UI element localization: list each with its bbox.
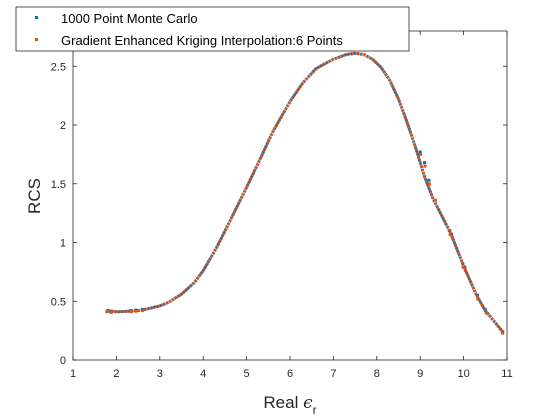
y-tick-label: 2.5 xyxy=(51,61,66,73)
axis-ticks: 1 2 3 4 5 6 7 8 9 10 11 0 0.5 1 1.5 2 2.5 xyxy=(51,31,513,380)
data-point-kriging xyxy=(129,310,133,314)
x-tick-label: 9 xyxy=(417,368,423,380)
legend-label-kriging: Gradient Enhanced Kriging Interpolation:… xyxy=(61,33,343,48)
x-axis-label: Real ϵr xyxy=(263,393,316,417)
data-point-kriging xyxy=(448,232,452,236)
x-tick-label: 10 xyxy=(457,368,469,380)
legend-marker-monte-carlo xyxy=(35,16,38,19)
data-point-kriging xyxy=(423,164,427,168)
data-point-kriging xyxy=(433,198,437,202)
x-tick-label: 7 xyxy=(330,368,336,380)
legend: 1000 Point Monte Carlo Gradient Enhanced… xyxy=(15,6,410,52)
x-tick-label: 5 xyxy=(244,368,250,380)
data-point-monte-carlo xyxy=(423,161,426,165)
y-axis-label: RCS xyxy=(25,178,44,214)
x-tick-label: 2 xyxy=(113,368,119,380)
data-point-monte-carlo xyxy=(463,265,467,269)
y-tick-label: 0 xyxy=(60,355,66,367)
data-point-monte-carlo xyxy=(418,150,422,154)
data-point-kriging xyxy=(105,310,109,314)
data-marks xyxy=(105,51,505,335)
data-point-kriging xyxy=(134,309,138,313)
data-point-kriging xyxy=(484,311,488,315)
legend-box xyxy=(15,6,410,52)
data-point-kriging xyxy=(427,182,431,186)
x-tick-label: 11 xyxy=(501,368,512,380)
legend-marker-kriging xyxy=(35,38,38,41)
data-point-kriging xyxy=(109,310,113,314)
legend-label-monte-carlo: 1000 Point Monte Carlo xyxy=(61,11,198,26)
data-point-kriging xyxy=(140,309,144,313)
x-tick-label: 1 xyxy=(70,368,76,380)
series-curve-kriging xyxy=(107,52,504,333)
x-axis-label-subscript: r xyxy=(313,403,317,417)
data-point-kriging xyxy=(419,152,423,156)
x-tick-label: 4 xyxy=(200,368,206,380)
data-point-monte-carlo xyxy=(427,178,431,182)
x-tick-label: 6 xyxy=(287,368,293,380)
y-tick-label: 1 xyxy=(60,238,66,250)
data-point-kriging xyxy=(476,297,480,301)
data-point-kriging xyxy=(501,331,505,335)
data-point-kriging xyxy=(461,265,465,269)
data-point-kriging xyxy=(450,236,454,240)
x-axis-label-symbol: ϵ xyxy=(303,393,313,413)
y-tick-label: 0.5 xyxy=(51,296,66,308)
x-tick-label: 3 xyxy=(157,368,163,380)
data-point-kriging xyxy=(463,269,467,273)
x-tick-label: 8 xyxy=(374,368,380,380)
y-tick-label: 1.5 xyxy=(51,179,66,191)
plot-area xyxy=(72,30,508,361)
x-axis-label-main: Real xyxy=(263,393,303,412)
y-tick-label: 2 xyxy=(60,120,66,132)
